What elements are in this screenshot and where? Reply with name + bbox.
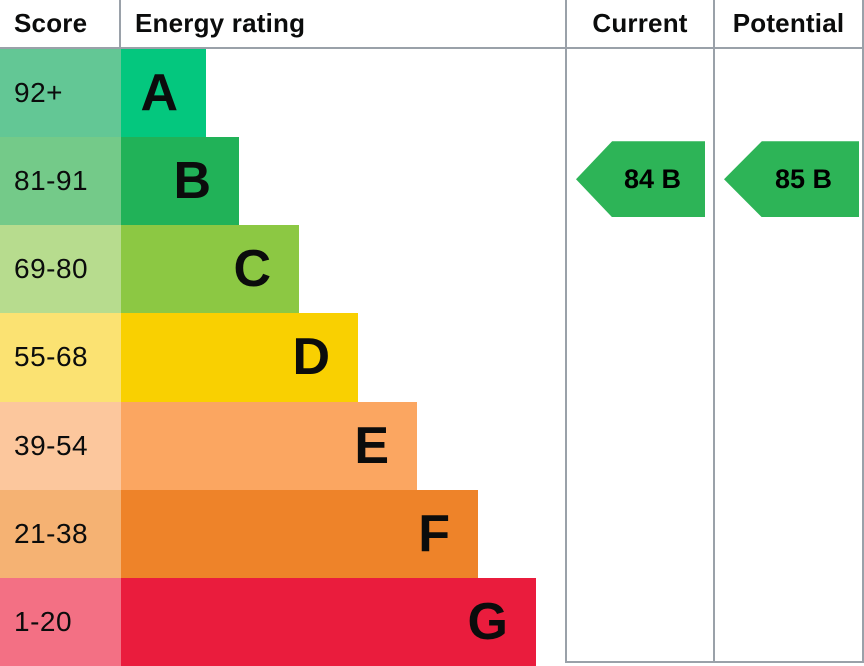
band-rows: 92+ A 81-91 B 69-80 C 55-68 D 39-54 E 21… — [0, 49, 565, 666]
score-column-header: Score — [0, 0, 121, 47]
main-header-row: Score Energy rating — [0, 0, 565, 49]
current-column: Current 84 B — [565, 0, 713, 663]
band-bar-a: A — [121, 49, 206, 138]
band-row-d: 55-68 D — [0, 313, 565, 402]
band-row-c: 69-80 C — [0, 225, 565, 314]
energy-rating-column-header: Energy rating — [135, 8, 306, 38]
score-range-c: 69-80 — [0, 225, 121, 314]
band-row-g: 1-20 G — [0, 577, 565, 666]
band-row-a: 92+ A — [0, 49, 565, 138]
score-range-b: 81-91 — [0, 137, 121, 226]
band-bar-e: E — [121, 401, 417, 490]
score-range-g: 1-20 — [0, 577, 121, 666]
band-bar-d: D — [121, 313, 358, 402]
band-bar-b: B — [121, 137, 239, 226]
potential-column-header: Potential — [715, 0, 862, 49]
score-range-e: 39-54 — [0, 401, 121, 490]
current-rating-arrow: 84 B — [576, 141, 705, 218]
band-bar-g: G — [121, 577, 536, 666]
potential-rating-arrow: 85 B — [724, 141, 859, 218]
score-range-a: 92+ — [0, 49, 121, 138]
band-row-b: 81-91 B — [0, 137, 565, 226]
score-range-f: 21-38 — [0, 489, 121, 578]
band-bar-c: C — [121, 225, 299, 314]
band-bar-f: F — [121, 489, 478, 578]
current-column-header: Current — [567, 0, 713, 49]
band-row-f: 21-38 F — [0, 489, 565, 578]
band-area: Score Energy rating 92+ A 81-91 B 69-80 … — [0, 0, 565, 666]
band-row-e: 39-54 E — [0, 401, 565, 490]
potential-column: Potential 85 B — [713, 0, 864, 663]
score-range-d: 55-68 — [0, 313, 121, 402]
